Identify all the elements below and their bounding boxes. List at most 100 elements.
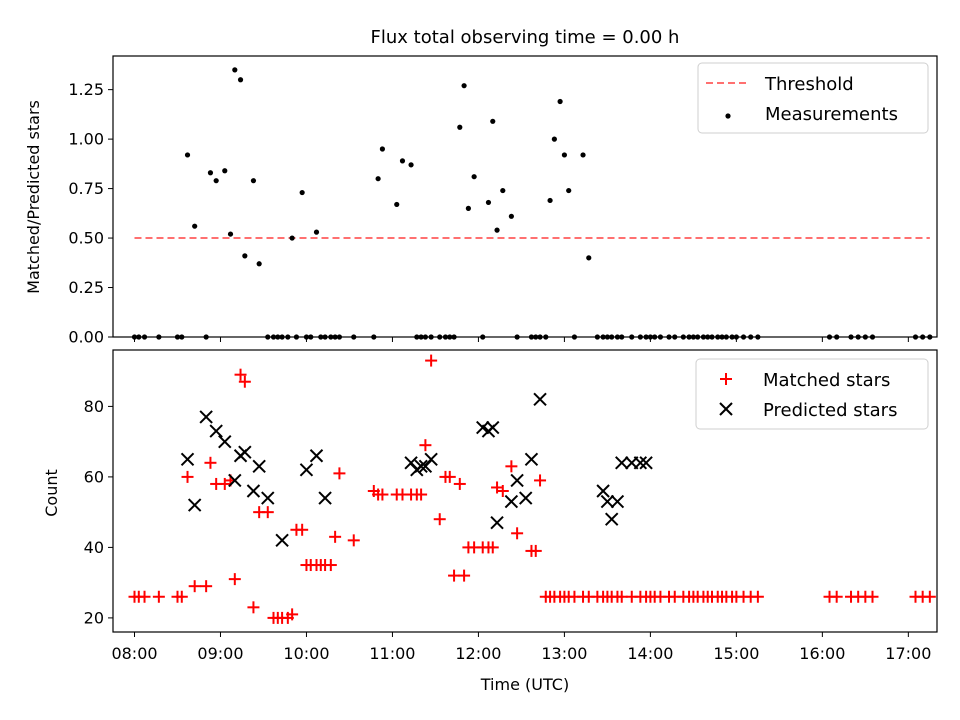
predicted-star-point (261, 491, 275, 505)
predicted-star-point (604, 512, 619, 526)
measurement-point (250, 178, 257, 184)
measurement-point (222, 168, 228, 174)
measurement-point (375, 176, 381, 182)
matched-star-point (453, 477, 466, 490)
predicted-star-point (309, 449, 324, 463)
measurement-point (561, 152, 568, 158)
x-tick-label: 17:00 (885, 644, 931, 663)
predicted-stars-series (180, 392, 653, 548)
matched-star-point (204, 456, 217, 469)
top-y-tick-label: 1.00 (68, 130, 104, 149)
predicted-star-point (639, 456, 653, 470)
matched-star-point (296, 523, 309, 536)
measurement-point (207, 170, 214, 176)
measurement-point (508, 213, 514, 219)
measurement-point (394, 201, 400, 208)
top-legend-box (697, 62, 929, 134)
legend-measurements-swatch (725, 113, 731, 119)
matched-star-point (138, 590, 151, 603)
matched-star-point (448, 569, 461, 582)
legend-matched-label: Matched stars (763, 370, 890, 391)
legend-threshold-label: Threshold (764, 74, 854, 95)
measurement-point (566, 187, 572, 194)
bottom-y-tick-label: 60 (84, 467, 104, 486)
top-y-tick-label: 0.00 (68, 328, 104, 347)
matched-star-point (261, 506, 274, 519)
top-plot-frame (112, 55, 938, 338)
measurement-point (586, 255, 592, 261)
matched-star-point (333, 467, 346, 480)
x-tick-label: 13:00 (541, 644, 587, 663)
matched-star-point (751, 590, 764, 603)
measurement-point (192, 223, 198, 229)
predicted-star-point (596, 484, 610, 498)
bottom-y-tick-label: 20 (84, 608, 104, 627)
x-tick-label: 15:00 (713, 644, 759, 663)
measurement-point (313, 229, 320, 235)
legend-predicted-label: Predicted stars (763, 400, 897, 421)
matched-star-point (486, 541, 499, 554)
measurement-point (232, 67, 238, 73)
matched-star-point (419, 439, 432, 452)
bottom-legend: Matched stars Predicted stars (695, 358, 929, 430)
top-y-tick-label: 0.50 (68, 229, 104, 248)
measurement-point (227, 231, 234, 237)
measurement-point (461, 83, 467, 89)
legend-predicted-swatch (719, 402, 733, 416)
matched-star-point (228, 573, 241, 586)
matched-stars-series (128, 354, 936, 624)
measurement-point (471, 174, 477, 180)
top-y-axis-label: Matched/Predicted stars (24, 100, 43, 294)
matched-star-point (286, 608, 299, 621)
top-y-tick-label: 0.25 (68, 278, 104, 297)
measurement-point (256, 261, 262, 267)
measurement-point (580, 152, 586, 158)
predicted-star-point (486, 420, 500, 435)
top-legend: Threshold Measurements (697, 62, 929, 134)
x-axis-label: Time (UTC) (480, 675, 569, 694)
bottom-y-tick-label: 40 (84, 538, 104, 557)
predicted-star-point (510, 473, 524, 488)
predicted-star-point (610, 494, 625, 509)
matched-star-point (247, 601, 260, 614)
predicted-star-point (615, 456, 629, 470)
measurement-point (242, 253, 248, 259)
predicted-star-point (414, 459, 428, 474)
measurement-point (465, 205, 471, 211)
top-chart: Flux total observing time = 0.00 h Match… (24, 27, 938, 347)
matched-star-point (152, 590, 165, 603)
chart-title: Flux total observing time = 0.00 h (371, 27, 680, 48)
matched-star-point (496, 485, 509, 497)
bottom-y-axis-label: Count (42, 469, 61, 517)
predicted-star-point (180, 452, 195, 466)
x-tick-label: 08:00 (111, 644, 157, 663)
predicted-star-point (600, 494, 615, 509)
top-y-tick-label: 0.75 (68, 179, 104, 198)
predicted-star-point (299, 463, 314, 477)
x-tick-label: 09:00 (197, 644, 243, 663)
measurement-point (551, 136, 557, 142)
predicted-star-point (199, 410, 213, 424)
predicted-star-point (218, 434, 232, 449)
matched-star-point (433, 513, 446, 526)
matched-star-point (615, 590, 628, 603)
predicted-star-point (238, 445, 252, 459)
measurement-point (485, 199, 492, 206)
measurement-point (408, 162, 414, 168)
measurement-point (547, 197, 553, 204)
matched-star-point (188, 580, 201, 593)
matched-star-point (511, 527, 524, 540)
top-y-axis: 0.00 0.25 0.50 0.75 1.00 1.25 (68, 80, 113, 347)
matched-star-point (529, 544, 542, 557)
top-y-tick-label: 1.25 (68, 80, 104, 99)
bottom-plot-frame (112, 349, 938, 633)
measurement-point (237, 77, 244, 83)
predicted-star-point (524, 452, 539, 466)
matched-star-point (923, 590, 936, 603)
predicted-star-point (209, 424, 223, 438)
bottom-legend-box (695, 358, 929, 430)
matched-star-point (443, 470, 456, 483)
legend-matched-swatch (720, 373, 732, 385)
measurement-point (299, 189, 305, 196)
